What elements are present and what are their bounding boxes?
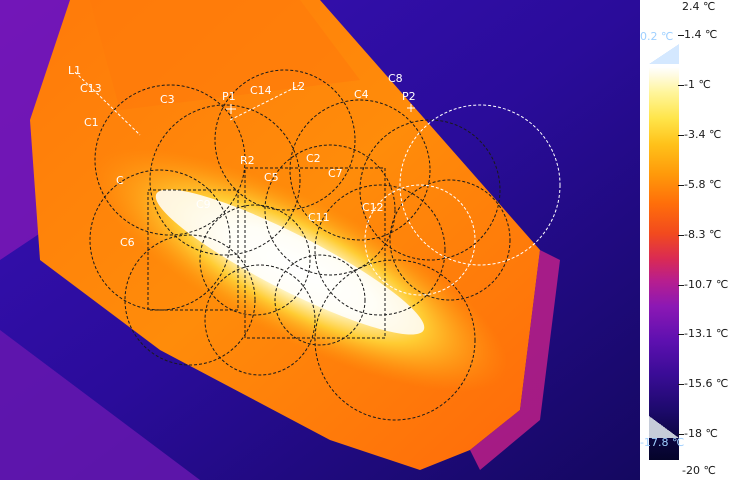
label-C11: C11 — [308, 211, 330, 224]
tick-mark — [678, 384, 684, 385]
label-L2: L2 — [292, 80, 305, 93]
label-C1: C1 — [84, 116, 99, 129]
label-C14: C14 — [250, 84, 272, 97]
label-C4: C4 — [354, 88, 369, 101]
color-scale-bar[interactable] — [649, 33, 679, 460]
tick-label: -15.6 ℃ — [684, 377, 729, 390]
thermal-image: L1 C13 C1 C3 P1 C14 L2 C4 C8 P2 R2 C2 C5… — [0, 0, 640, 480]
scale-max-label: 2.4 ℃ — [682, 0, 716, 13]
label-C12: C12 — [362, 201, 384, 214]
tick-label: -1 ℃ — [684, 78, 711, 91]
point-marker-P2 — [407, 104, 415, 112]
thermal-cold-edge — [0, 330, 200, 480]
scale-low-marker-label: -17.8 ℃ — [640, 436, 685, 449]
label-C: C — [116, 174, 124, 187]
tick-mark — [678, 85, 684, 86]
thermal-object-top — [90, 0, 360, 110]
tick-label: -13.1 ℃ — [684, 327, 729, 340]
label-C7: C7 — [328, 167, 343, 180]
temperature-scale-panel: 2.4 ℃ 0.2 ℃ -17.8 ℃ 1.4 ℃ -1 ℃ -3.4 ℃ -5… — [640, 0, 740, 480]
scale-min-label: -20 ℃ — [682, 464, 716, 477]
roi-overlay[interactable] — [74, 69, 561, 421]
tick-mark — [678, 235, 684, 236]
label-R2: R2 — [240, 154, 255, 167]
tick-mark — [678, 285, 684, 286]
tick-mark — [678, 185, 684, 186]
label-C6: C6 — [120, 236, 135, 249]
label-C2: C2 — [306, 152, 321, 165]
tick-mark — [678, 135, 684, 136]
tick-label: -18 ℃ — [684, 427, 718, 440]
label-C8: C8 — [388, 72, 403, 85]
tick-mark — [678, 35, 684, 36]
tick-label: -3.4 ℃ — [684, 128, 722, 141]
thermal-object-edge — [470, 250, 560, 470]
label-P2: P2 — [402, 90, 416, 103]
label-P1: P1 — [222, 90, 236, 103]
tick-mark — [678, 434, 684, 435]
label-C13: C13 — [80, 82, 102, 95]
label-C9: C9 — [196, 198, 211, 211]
thermal-hot-core — [155, 189, 425, 335]
tick-mark — [678, 334, 684, 335]
thermal-image-view[interactable]: L1 C13 C1 C3 P1 C14 L2 C4 C8 P2 R2 C2 C5… — [0, 0, 640, 480]
scale-high-marker-label: 0.2 ℃ — [640, 30, 674, 43]
scale-low-marker[interactable] — [649, 416, 679, 438]
tick-label: -10.7 ℃ — [684, 278, 729, 291]
tick-label: -8.3 ℃ — [684, 228, 722, 241]
tick-label: 1.4 ℃ — [684, 28, 718, 41]
label-L1: L1 — [68, 64, 81, 77]
scale-high-marker[interactable] — [649, 44, 679, 64]
label-C5: C5 — [264, 171, 279, 184]
point-marker-P1 — [226, 104, 236, 114]
tick-label: -5.8 ℃ — [684, 178, 722, 191]
label-C3: C3 — [160, 93, 175, 106]
